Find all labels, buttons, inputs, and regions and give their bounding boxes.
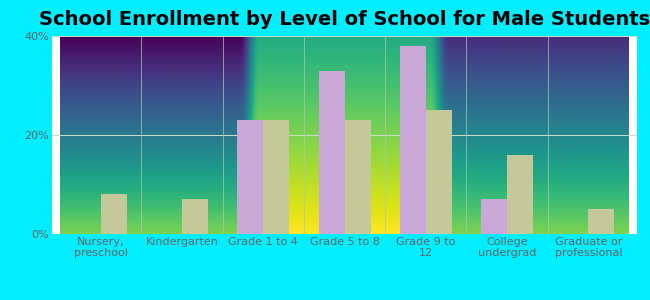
Bar bbox=[426, 110, 452, 234]
Bar bbox=[400, 46, 426, 234]
Bar bbox=[481, 200, 507, 234]
Bar bbox=[182, 200, 208, 234]
Bar bbox=[507, 155, 533, 234]
Bar bbox=[588, 209, 614, 234]
Bar bbox=[263, 120, 289, 234]
Legend: Deer Creek, Minnesota: Deer Creek, Minnesota bbox=[209, 297, 480, 300]
Bar bbox=[101, 194, 127, 234]
Bar bbox=[237, 120, 263, 234]
Title: School Enrollment by Level of School for Male Students: School Enrollment by Level of School for… bbox=[39, 10, 650, 29]
Bar bbox=[318, 71, 344, 234]
Bar bbox=[344, 120, 370, 234]
